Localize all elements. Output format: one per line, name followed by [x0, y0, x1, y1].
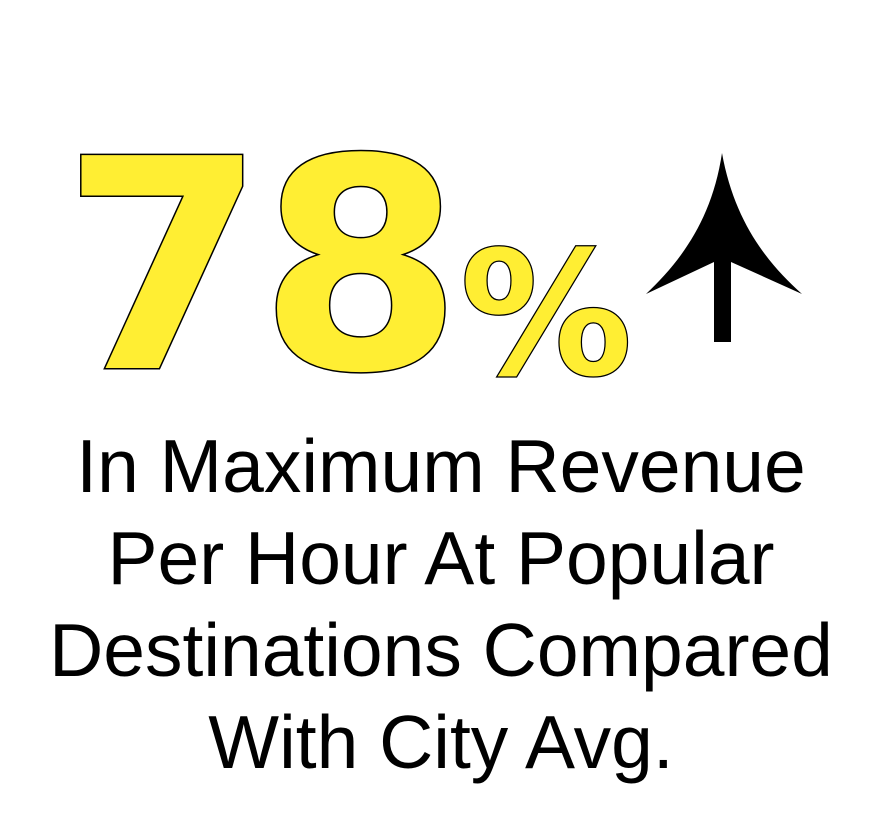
- stat-number: 78: [62, 97, 456, 437]
- stat-caption: In Maximum Revenue Per Hour At Popular D…: [0, 420, 882, 788]
- caption-line: With City Avg.: [208, 700, 674, 784]
- caption-line: Destinations Compared: [49, 608, 833, 692]
- stat-percent: %: [460, 214, 632, 415]
- stat-graphic: 78 %: [61, 96, 802, 439]
- caption-line: In Maximum Revenue: [76, 424, 806, 508]
- caption-line: Per Hour At Popular: [107, 516, 775, 600]
- arrow-up-icon: [646, 153, 802, 342]
